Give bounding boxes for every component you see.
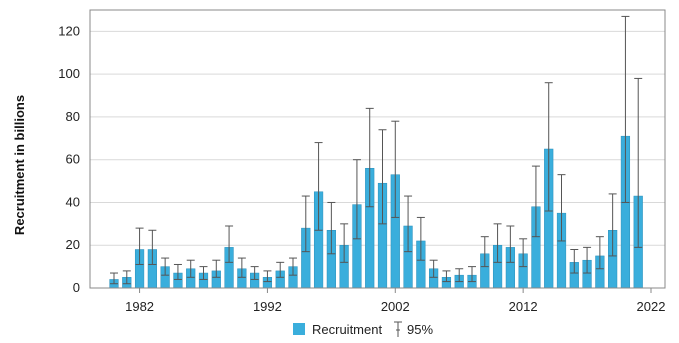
error-bar-2002 [391, 120, 400, 218]
legend-swatch-recruitment [293, 323, 305, 335]
error-bar-1994 [289, 257, 297, 276]
error-bar-1999 [352, 159, 361, 240]
error-bar-1983 [148, 229, 157, 265]
bars [109, 135, 643, 289]
error-bar-1986 [186, 259, 195, 278]
error-bar-2008 [468, 266, 476, 283]
y-tick-label: 80 [66, 109, 80, 124]
error-bar-2012 [519, 238, 528, 268]
x-tick-label: 2012 [509, 299, 538, 314]
legend-error-icon [394, 321, 402, 337]
error-bar-1982 [135, 227, 144, 265]
error-bar-1993 [276, 261, 285, 278]
x-tick-label: 2022 [637, 299, 666, 314]
error-bar-2006 [442, 270, 451, 283]
y-tick-label: 60 [66, 152, 80, 167]
error-bar-2009 [480, 236, 489, 268]
error-bar-1996 [314, 142, 323, 231]
error-bar-1998 [340, 223, 349, 263]
x-tick-label: 1982 [125, 299, 154, 314]
error-bar-2016 [570, 249, 579, 274]
error-bar-2004 [416, 216, 425, 261]
error-bar-2001 [378, 129, 387, 225]
y-tick-label: 120 [58, 23, 80, 38]
gridlines [90, 30, 665, 246]
error-bar-1987 [199, 266, 208, 280]
error-bar-1992 [263, 270, 272, 283]
legend-label-recruitment: Recruitment [312, 322, 382, 337]
error-bar-2018 [595, 236, 604, 270]
error-bar-2017 [583, 246, 592, 274]
error-bar-2010 [493, 223, 502, 263]
y-tick-label: 100 [58, 66, 80, 81]
x-tick-label: 1992 [253, 299, 282, 314]
y-axis-label: Recruitment in billions [12, 95, 27, 235]
error-bar-2003 [404, 195, 413, 253]
error-bar-1985 [173, 263, 182, 280]
error-bar-2015 [557, 174, 566, 242]
legend-label-95: 95% [407, 322, 433, 337]
y-tick-label: 0 [73, 280, 80, 295]
error-bar-1995 [301, 195, 310, 253]
error-bar-2013 [531, 165, 540, 238]
error-bar-2005 [429, 259, 438, 278]
error-bar-1988 [212, 259, 221, 278]
error-bar-2021 [634, 77, 643, 248]
plot-frame [89, 9, 666, 289]
error-bar-1990 [237, 257, 246, 278]
error-bar-1981 [122, 270, 131, 285]
y-tick-label: 40 [66, 194, 80, 209]
y-tick-label: 20 [66, 237, 80, 252]
error-bar-2019 [608, 193, 617, 257]
error-bar-1984 [161, 257, 170, 276]
error-bar-2000 [365, 107, 374, 208]
error-bar-1997 [327, 201, 336, 255]
y-axis-ticks: 0 20 40 60 80 100 120 [58, 23, 80, 295]
error-bar-2014 [544, 82, 553, 212]
error-bar-2007 [455, 268, 464, 283]
error-bars [110, 15, 643, 285]
error-bar-1991 [250, 266, 259, 280]
error-bar-1980 [110, 272, 118, 285]
error-bar-2020 [621, 15, 630, 203]
legend: Recruitment 95% [293, 321, 433, 337]
error-bar-2011 [506, 225, 515, 263]
error-bar-1989 [225, 225, 234, 263]
x-axis-ticks: 1982 1992 2002 2012 2022 [125, 288, 665, 314]
x-tick-label: 2002 [381, 299, 410, 314]
